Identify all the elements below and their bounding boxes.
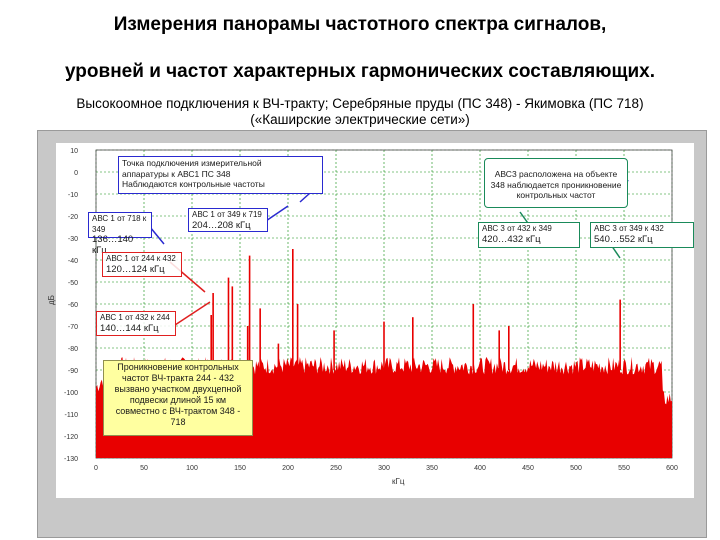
annotation-abc3-349-432: АВС 3 от 349 к 432 540…552 кГц bbox=[590, 222, 694, 248]
abc3-line-2: 348 наблюдается проникновение bbox=[490, 179, 622, 190]
abc1-432-244-band: 140…144 кГц bbox=[100, 322, 159, 334]
abc1-244-432-band: 120…124 кГц bbox=[106, 263, 165, 275]
annotation-abc1-432-244: АВС 1 от 432 к 244 140…144 кГц bbox=[96, 311, 176, 336]
penetration-line-2: частот ВЧ-тракта 244 - 432 bbox=[122, 373, 234, 383]
annotation-abc1-349-719: АВС 1 от 349 к 719 204…208 кГц bbox=[188, 208, 268, 232]
abc3-line-3: контрольных частот bbox=[516, 190, 596, 200]
abc3-432-349-band: 420…432 кГц bbox=[482, 233, 541, 245]
annotation-connection-point: Точка подключения измерительной аппарату… bbox=[118, 156, 323, 194]
abc1-718-349-route: АВС 1 от 718 к 349 bbox=[92, 214, 147, 234]
penetration-line-3: вызвано участком двухцепной bbox=[114, 384, 242, 394]
annotation-abc3: АВС3 расположена на объекте 348 наблюдае… bbox=[484, 158, 628, 208]
penetration-line-1: Проникновение контрольных bbox=[117, 362, 239, 372]
title-line-1: Измерения панорамы частотного спектра си… bbox=[113, 14, 607, 35]
penetration-line-4: подвески длиной 15 км bbox=[129, 395, 227, 405]
abc3-349-432-route: АВС 3 от 349 к 432 bbox=[594, 224, 664, 233]
annotation-penetration: Проникновение контрольных частот ВЧ-трак… bbox=[103, 360, 253, 436]
annotation-abc1-244-432: АВС 1 от 244 к 432 120…124 кГц bbox=[102, 252, 182, 277]
annotation-abc3-432-349: АВС 3 от 432 к 349 420…432 кГц bbox=[478, 222, 580, 248]
penetration-line-5: совместно с ВЧ-трактом 348 - bbox=[115, 406, 241, 416]
connection-point-line-1: Точка подключения измерительной bbox=[122, 158, 262, 168]
abc1-349-719-band: 204…208 кГц bbox=[192, 219, 251, 231]
abc3-432-349-route: АВС 3 от 432 к 349 bbox=[482, 224, 552, 233]
abc1-432-244-route: АВС 1 от 432 к 244 bbox=[100, 313, 170, 322]
abc1-718-349-band: 136…140 кГц bbox=[92, 234, 134, 256]
annotation-abc1-718-349: АВС 1 от 718 к 349 136…140 кГц bbox=[88, 212, 152, 255]
subtitle-line-1: Высокоомное подключения к ВЧ-тракту; Сер… bbox=[76, 96, 644, 111]
subtitle-line-2: («Каширские электрические сети») bbox=[250, 112, 470, 127]
title-line-2: уровней и частот характерных гармоническ… bbox=[64, 61, 656, 82]
abc1-349-719-route: АВС 1 от 349 к 719 bbox=[192, 210, 262, 219]
penetration-line-6: 718 bbox=[170, 417, 186, 427]
connection-point-line-2: аппаратуры к АВС1 ПС 348 bbox=[122, 168, 231, 179]
abc3-line-1: АВС3 расположена на объекте bbox=[494, 169, 618, 179]
abc1-244-432-route: АВС 1 от 244 к 432 bbox=[106, 254, 176, 263]
abc3-349-432-band: 540…552 кГц bbox=[594, 233, 653, 245]
connection-point-line-3: Наблюдаются контрольные частоты bbox=[122, 179, 265, 189]
